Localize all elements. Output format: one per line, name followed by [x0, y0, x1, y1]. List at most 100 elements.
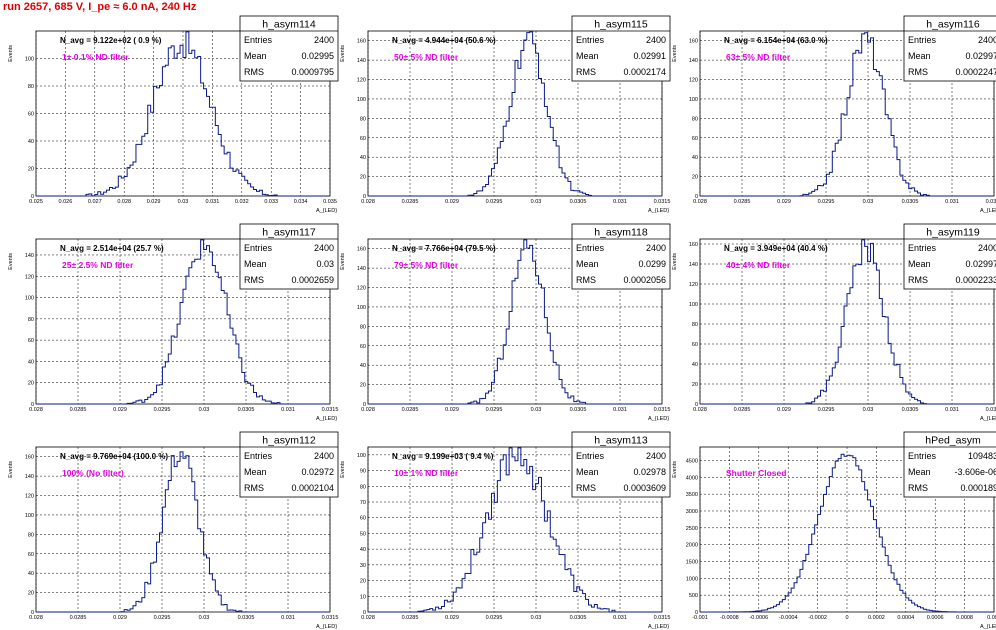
stats-label: RMS	[576, 483, 596, 493]
y-tick-label: 160	[689, 242, 698, 248]
stats-box	[903, 431, 996, 498]
y-tick-label: 90	[360, 469, 366, 475]
y-tick-label: 120	[689, 78, 698, 84]
x-tick-label: 0.028	[693, 407, 707, 413]
y-tick-label: 40	[28, 139, 34, 145]
y-tick-label: 60	[360, 516, 366, 522]
n-avg-label: N_avg = 4.944e+04 (50.6 %)	[392, 36, 496, 45]
x-tick-label: -0.0006	[749, 615, 768, 621]
y-tick-label: 140	[357, 266, 366, 272]
y-tick-label: 160	[357, 39, 366, 45]
x-tick-label: 0.03	[863, 407, 874, 413]
n-avg-label: N_avg = 6.154e+04 (63.0 %)	[724, 36, 828, 45]
x-axis-title: A_{LED}	[980, 624, 996, 630]
y-tick-label: 160	[357, 247, 366, 253]
x-tick-label: 0.0305	[570, 615, 587, 621]
stats-value: 0.000189	[960, 483, 996, 493]
n-avg-label: N_avg = 9.199e+03 ( 9.4 %)	[392, 452, 494, 461]
stats-value: 0.0002247	[955, 67, 996, 77]
stats-value: 2400	[646, 35, 666, 45]
stats-box	[239, 431, 339, 498]
x-tick-label: 0.034	[294, 199, 308, 205]
x-tick-label: 0.0295	[818, 407, 835, 413]
y-tick-label: 0	[31, 402, 34, 408]
y-tick-label: 140	[357, 58, 366, 64]
y-tick-label: 140	[689, 262, 698, 268]
stats-value: 0.0003609	[623, 483, 666, 493]
histogram-name: hPed_asym	[925, 435, 981, 447]
y-tick-label: 40	[28, 359, 34, 365]
x-axis-title: A_{LED}	[648, 208, 669, 214]
plot-frame	[699, 238, 995, 405]
stats-value: 0.0002104	[291, 483, 334, 493]
stats-label: RMS	[244, 67, 264, 77]
histogram-name: h_asym114	[262, 19, 316, 31]
stats-label: Entries	[908, 451, 937, 461]
y-tick-label: 100	[357, 97, 366, 103]
y-tick-label: 120	[25, 274, 34, 280]
stats-value: 0.0009795	[291, 67, 334, 77]
stats-value: 0.02995	[301, 51, 334, 61]
y-tick-label: 100	[689, 97, 698, 103]
x-tick-label: 0.029	[777, 407, 791, 413]
x-tick-label: 0.0285	[402, 199, 419, 205]
y-tick-label: 60	[360, 344, 366, 350]
stats-label: Entries	[244, 451, 273, 461]
x-tick-label: 0.0285	[734, 407, 751, 413]
histogram-panel-h_asym119: 0.028 0.0285 0.029 0.0295 0.03 0.0305 0.031 0.0…	[672, 222, 996, 422]
stats-value: 2400	[314, 451, 334, 461]
y-tick-label: 60	[28, 338, 34, 344]
y-axis-title: Events	[340, 45, 346, 62]
stats-value: 0.02997	[965, 259, 996, 269]
histogram-panel-h_asym116: 0.028 0.0285 0.029 0.0295 0.03 0.0305 0.031 0.0…	[672, 14, 996, 214]
y-axis-title: Events	[340, 253, 346, 270]
n-avg-label: N_avg = 2.514e+04 (25.7 %)	[60, 244, 164, 253]
stats-box	[903, 223, 996, 290]
y-tick-label: 20	[28, 591, 34, 597]
histogram-panel-h_asym114: 0.025 0.026 0.027 0.028 0.029 0.03 0.031 0.032 0…	[8, 14, 339, 214]
stats-value: 0.0002056	[623, 275, 666, 285]
y-tick-label: 30	[360, 563, 366, 569]
y-tick-label: 0	[363, 402, 366, 408]
filter-annotation: 50± 5% ND filter	[394, 52, 459, 62]
histogram-name: h_asym115	[594, 19, 648, 31]
histogram-panel-h_asym112: 0.028 0.0285 0.029 0.0295 0.03 0.0305 0.031 0.0…	[8, 430, 339, 630]
y-tick-label: 80	[692, 322, 698, 328]
x-tick-label: -0.0008	[720, 615, 739, 621]
y-tick-label: 160	[25, 455, 34, 461]
stats-label: RMS	[908, 275, 928, 285]
x-tick-label: 0.03	[199, 407, 210, 413]
histogram-curve	[700, 32, 994, 197]
histogram-curve	[36, 31, 330, 197]
stats-label: Entries	[576, 451, 605, 461]
x-axis-title: A_{LED}	[980, 208, 996, 214]
n-avg-label: N_avg = 9.769e+04 (100.0 %)	[60, 452, 168, 461]
x-tick-label: 0.035	[323, 199, 337, 205]
histogram-svg: 0.028 0.0285 0.029 0.0295 0.03 0.0305 0.031 0.0…	[672, 223, 996, 422]
x-tick-label: 0.0004	[897, 615, 914, 621]
histogram-curve	[36, 451, 330, 613]
y-tick-label: 80	[28, 532, 34, 538]
stats-value: -3.606e-06	[954, 467, 996, 477]
x-tick-label: 0.031	[945, 199, 959, 205]
y-tick-label: 2000	[686, 543, 698, 549]
y-tick-label: 20	[28, 167, 34, 173]
histogram-curve	[36, 239, 330, 405]
histogram-curve	[368, 239, 662, 405]
y-tick-label: 40	[360, 363, 366, 369]
x-tick-label: 0.028	[693, 199, 707, 205]
stats-value: 0.03	[316, 259, 334, 269]
run-title: run 2657, 685 V, I_pe ≈ 6.0 nA, 240 Hz	[3, 1, 197, 13]
x-axis-title: A_{LED}	[316, 416, 337, 422]
y-tick-label: 0	[31, 194, 34, 200]
y-tick-label: 4500	[686, 458, 698, 464]
stats-label: Entries	[908, 35, 937, 45]
histogram-name: h_asym113	[594, 435, 648, 447]
y-tick-label: 40	[692, 362, 698, 368]
stats-box	[903, 15, 996, 82]
x-tick-label: 0.0295	[818, 199, 835, 205]
x-tick-label: 0.03	[199, 615, 210, 621]
y-tick-label: 0	[695, 402, 698, 408]
stats-value: 0.02978	[633, 467, 666, 477]
x-tick-label: 0.026	[59, 199, 73, 205]
